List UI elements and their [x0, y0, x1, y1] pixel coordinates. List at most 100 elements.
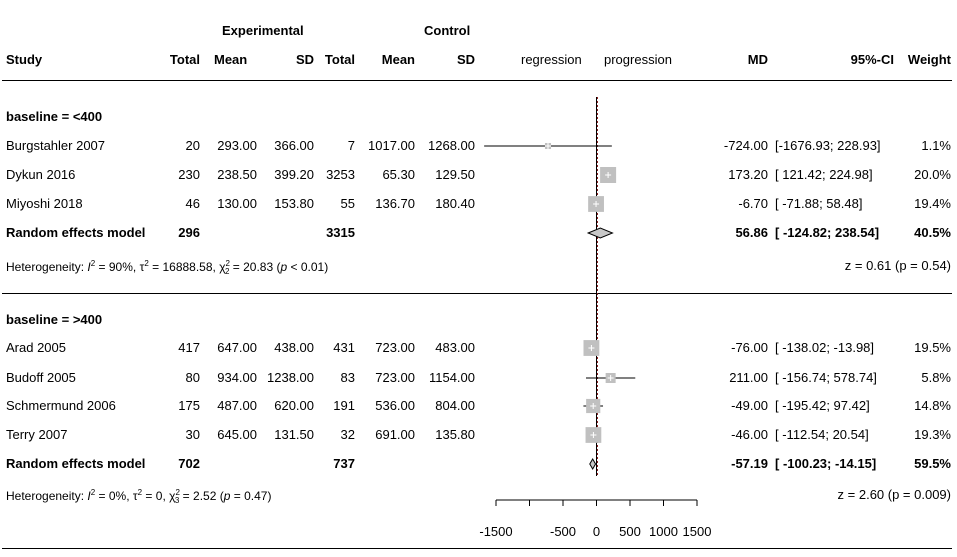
experimental-header: Experimental — [222, 23, 304, 38]
sd-c: 135.80 — [435, 427, 475, 442]
md-value: -76.00 — [731, 340, 768, 355]
total-c-header: Total — [324, 52, 355, 67]
total-c: 55 — [340, 196, 355, 211]
weight-value: 20.0% — [914, 167, 951, 182]
sd-c: 1268.00 — [428, 138, 475, 153]
group-label: baseline = >400 — [6, 312, 103, 327]
sd-e: 131.50 — [274, 427, 314, 442]
mean-e: 647.00 — [217, 340, 257, 355]
mean-c: 136.70 — [375, 196, 415, 211]
total-e: 230 — [178, 167, 200, 182]
study-name: Miyoshi 2018 — [6, 196, 83, 211]
ci-value: [ 121.42; 224.98] — [775, 167, 873, 182]
total-c: 83 — [340, 370, 355, 385]
weight-value: 19.3% — [914, 427, 951, 442]
sd-c: 804.00 — [435, 398, 475, 413]
sd-e: 399.20 — [274, 167, 314, 182]
total-c: 191 — [333, 398, 355, 413]
md-value: -6.70 — [738, 196, 768, 211]
mean-e: 645.00 — [217, 427, 257, 442]
x-tick-label: -1500 — [479, 524, 512, 539]
study-name: Budoff 2005 — [6, 370, 76, 385]
mean-c: 65.30 — [382, 167, 415, 182]
summary-total-e: 702 — [178, 456, 200, 471]
sd-c: 180.40 — [435, 196, 475, 211]
x-tick-label: 0 — [593, 524, 600, 539]
sd-e: 153.80 — [274, 196, 314, 211]
total-e: 80 — [185, 370, 200, 385]
x-tick-label: 500 — [619, 524, 641, 539]
mean-c-header: Mean — [381, 52, 415, 67]
study-name: Burgstahler 2007 — [6, 138, 106, 153]
md-header: MD — [747, 52, 768, 67]
x-tick-label: -500 — [550, 524, 576, 539]
ci-value: [ -138.02; -13.98] — [775, 340, 875, 355]
mean-c: 536.00 — [375, 398, 415, 413]
ci-value: [ -195.42; 97.42] — [775, 398, 870, 413]
study-header: Study — [6, 52, 43, 67]
sd-e: 438.00 — [274, 340, 314, 355]
summary-total-c: 737 — [333, 456, 355, 471]
total-e: 175 — [178, 398, 200, 413]
summary-label: Random effects model — [6, 225, 146, 240]
heterogeneity-stats: Heterogeneity: I2 = 90%, τ2 = 16888.58, … — [6, 259, 329, 277]
z-test: z = 0.61 (p = 0.54) — [844, 258, 951, 273]
x-tick-label: 1000 — [649, 524, 678, 539]
study-name: Schmermund 2006 — [6, 398, 116, 413]
summary-total-e: 296 — [178, 225, 200, 240]
mean-e: 293.00 — [217, 138, 257, 153]
summary-total-c: 3315 — [326, 225, 355, 240]
weight-value: 19.5% — [914, 340, 951, 355]
study-name: Dykun 2016 — [6, 167, 76, 182]
weight-value: 5.8% — [921, 370, 951, 385]
sd-e: 1238.00 — [267, 370, 314, 385]
x-tick-label: 1500 — [683, 524, 712, 539]
weight-header: Weight — [907, 52, 951, 67]
sd-e: 620.00 — [274, 398, 314, 413]
sd-e: 366.00 — [274, 138, 314, 153]
total-c: 3253 — [326, 167, 355, 182]
total-c: 431 — [333, 340, 355, 355]
summary-md: -57.19 — [731, 456, 768, 471]
ci-value: [-1676.93; 228.93] — [775, 138, 881, 153]
md-value: 211.00 — [729, 370, 768, 385]
mean-c: 723.00 — [375, 370, 415, 385]
mean-c: 1017.00 — [368, 138, 415, 153]
summary-weight: 59.5% — [914, 456, 951, 471]
group-label: baseline = <400 — [6, 109, 103, 124]
summary-ci: [ -124.82; 238.54] — [775, 225, 880, 240]
weight-value: 19.4% — [914, 196, 951, 211]
sd-e-header: SD — [295, 52, 314, 67]
summary-label: Random effects model — [6, 456, 146, 471]
summary-ci: [ -100.23; -14.15] — [775, 456, 877, 471]
md-value: 173.20 — [728, 167, 768, 182]
sd-c: 129.50 — [435, 167, 475, 182]
weight-value: 14.8% — [914, 398, 951, 413]
md-value: -49.00 — [731, 398, 768, 413]
total-e: 417 — [178, 340, 200, 355]
total-c: 32 — [340, 427, 355, 442]
weight-value: 1.1% — [921, 138, 951, 153]
md-value: -724.00 — [723, 138, 768, 153]
mean-e: 934.00 — [217, 370, 257, 385]
summary-diamond — [586, 227, 614, 239]
sd-c: 483.00 — [435, 340, 475, 355]
mean-e: 130.00 — [217, 196, 257, 211]
heterogeneity-stats: Heterogeneity: I2 = 0%, τ2 = 0, χ23 = 2.… — [6, 488, 272, 506]
mean-c: 723.00 — [375, 340, 415, 355]
total-e: 30 — [185, 427, 200, 442]
mean-e: 238.50 — [217, 167, 257, 182]
total-e-header: Total — [169, 52, 200, 67]
mean-e-header: Mean — [214, 52, 248, 67]
total-e: 46 — [185, 196, 200, 211]
control-header: Control — [424, 23, 471, 38]
total-c: 7 — [347, 138, 355, 153]
total-e: 20 — [185, 138, 200, 153]
regression-label: regression — [521, 52, 582, 67]
summary-weight: 40.5% — [914, 225, 951, 240]
ci-value: [ -71.88; 58.48] — [775, 196, 863, 211]
mean-c: 691.00 — [375, 427, 415, 442]
progression-label: progression — [604, 52, 672, 67]
z-test: z = 2.60 (p = 0.009) — [837, 487, 951, 502]
